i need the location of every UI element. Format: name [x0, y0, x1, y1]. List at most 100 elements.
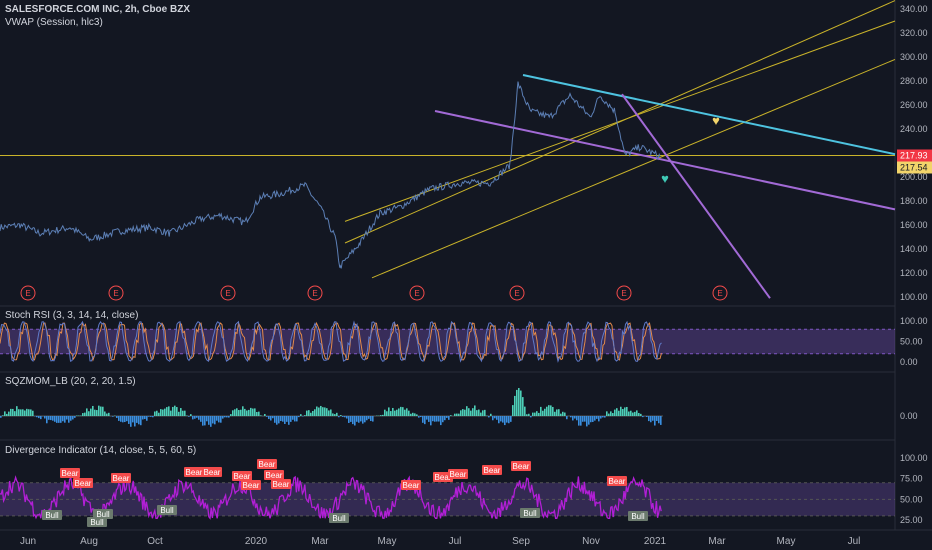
stoch-tick-label: 100.00 — [900, 316, 928, 326]
price-tick-label: 200.00 — [900, 172, 928, 182]
earnings-icon[interactable] — [20, 285, 36, 301]
mom-bar — [220, 416, 222, 423]
mom-bar — [472, 408, 474, 416]
time-tick-label: Nov — [582, 536, 600, 547]
mom-bar — [630, 410, 632, 416]
mom-bar — [540, 406, 542, 416]
mom-bar — [86, 408, 88, 416]
mom-bar — [68, 416, 70, 423]
mom-bar — [596, 416, 598, 419]
earnings-icon[interactable] — [220, 285, 236, 301]
mom-bar — [20, 409, 22, 416]
mom-bar — [180, 408, 182, 416]
mom-bar — [502, 416, 504, 423]
mom-bar — [2, 415, 4, 416]
bull-label-box — [42, 510, 62, 520]
mom-bar — [626, 406, 628, 416]
mom-bar — [430, 416, 432, 426]
mom-bar — [158, 412, 160, 416]
mom-bar — [396, 409, 398, 416]
mom-bar — [172, 406, 174, 416]
bear-label: Bear — [484, 466, 501, 475]
earnings-icon[interactable] — [616, 285, 632, 301]
mom-bar — [604, 416, 606, 418]
mom-bar — [104, 411, 106, 416]
bull-label-box — [520, 508, 540, 518]
mom-bar — [524, 406, 526, 416]
mom-bar — [4, 411, 6, 416]
mom-bar — [306, 410, 308, 416]
mom-bar — [564, 412, 566, 416]
earnings-label: E — [113, 289, 118, 298]
price-tick-label: 240.00 — [900, 124, 928, 134]
mom-bar — [48, 416, 50, 420]
mom-bar — [290, 416, 292, 422]
mom-bar — [552, 406, 554, 416]
mom-bar — [446, 416, 448, 418]
price-tick-label: 100.00 — [900, 292, 928, 302]
earnings-icon[interactable] — [108, 285, 124, 301]
mom-bar — [360, 416, 362, 422]
mom-bar — [24, 410, 26, 416]
mom-bar — [628, 411, 630, 416]
mom-bar — [598, 416, 600, 422]
mom-bar — [610, 411, 612, 416]
earnings-icon[interactable] — [712, 285, 728, 301]
earnings-label: E — [717, 289, 722, 298]
mom-bar — [32, 410, 34, 416]
mom-bar — [500, 416, 502, 422]
mom-bar — [274, 416, 276, 423]
mom-bar — [170, 410, 172, 416]
mom-bar — [480, 412, 482, 416]
mom-bar — [652, 416, 654, 421]
mom-bar — [654, 416, 656, 426]
mom-bar — [326, 408, 328, 416]
mom-bar — [330, 409, 332, 416]
mom-bar — [242, 406, 244, 416]
mom-bar — [574, 416, 576, 419]
bull-label-box — [628, 511, 648, 521]
mom-bar — [428, 416, 430, 422]
mom-bar — [634, 411, 636, 416]
mom-bar — [464, 409, 466, 416]
mom-bar — [482, 410, 484, 416]
earnings-icon[interactable] — [307, 285, 323, 301]
mom-bar — [450, 415, 452, 416]
mom-bar — [570, 416, 572, 418]
time-tick-label: Sep — [512, 536, 530, 547]
mom-bar — [642, 416, 644, 418]
earnings-icon[interactable] — [409, 285, 425, 301]
earnings-icon[interactable] — [509, 285, 525, 301]
mom-bar — [344, 416, 346, 418]
time-tick-label: Jul — [848, 536, 861, 547]
mom-bar — [324, 407, 326, 416]
mom-bar — [444, 416, 446, 421]
mom-bar — [178, 411, 180, 416]
mom-bar — [6, 413, 8, 416]
earnings-label: E — [514, 289, 519, 298]
bear-label-box — [257, 459, 277, 469]
bear-label-box — [401, 480, 421, 490]
bull-label: Bull — [96, 510, 110, 519]
mom-bar — [270, 416, 272, 421]
mom-bar — [546, 406, 548, 416]
bear-label: Bear — [259, 460, 276, 469]
mom-bar — [602, 416, 604, 418]
time-tick-label: Oct — [147, 536, 163, 547]
mom-bar — [434, 416, 436, 422]
mom-bar — [418, 416, 420, 418]
mom-tick-label: 0.00 — [900, 411, 918, 421]
mom-bar — [380, 415, 382, 416]
mom-bar — [252, 408, 254, 416]
mom-bar — [176, 407, 178, 416]
mom-bar — [530, 416, 532, 418]
mom-bar — [70, 416, 72, 421]
mom-bar — [284, 416, 286, 424]
time-tick-label: Aug — [80, 536, 98, 547]
mom-bar — [384, 409, 386, 416]
mom-bar — [38, 416, 40, 419]
mom-bar — [492, 416, 494, 421]
mom-bar — [382, 414, 384, 416]
bear-label-box — [111, 473, 131, 483]
